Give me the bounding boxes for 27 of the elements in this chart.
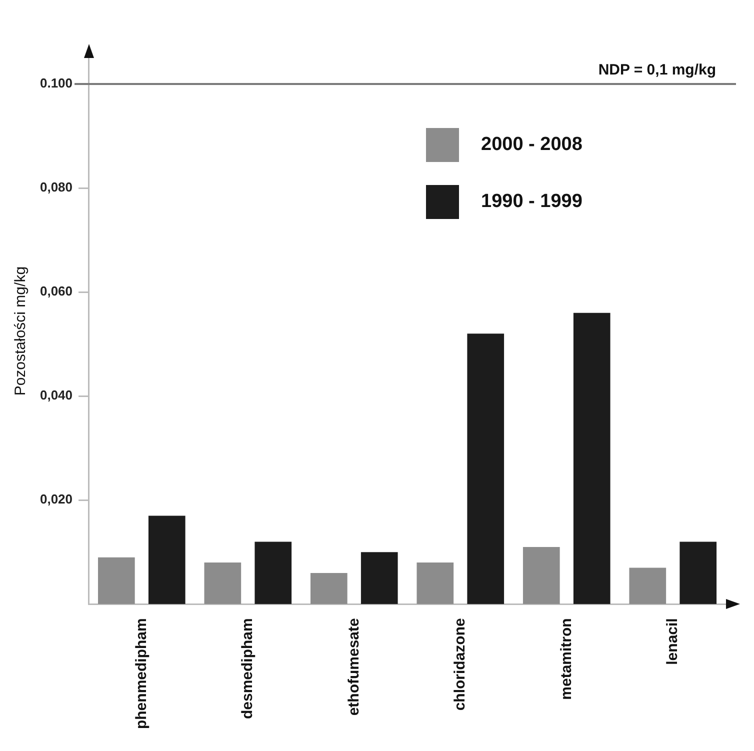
- bar: [467, 334, 504, 604]
- x-tick-label: chloridazone: [452, 618, 469, 711]
- bar: [416, 562, 454, 604]
- x-tick-label: ethofumesate: [345, 618, 362, 716]
- y-tick-label: 0,080: [40, 180, 73, 195]
- legend-label: 1990 - 1999: [481, 191, 582, 212]
- bar: [573, 312, 610, 604]
- y-tick-label: 0,040: [40, 388, 73, 403]
- legend-label: 2000 - 2008: [481, 134, 582, 156]
- bar: [680, 542, 717, 604]
- ref-line-label: NDP = 0,1 mg/kg: [598, 62, 716, 79]
- bar: [254, 542, 292, 604]
- x-tick-label: metamitron: [558, 618, 575, 700]
- bar: [522, 546, 560, 604]
- y-tick-label: 0.100: [40, 76, 73, 91]
- x-tick-label: phenmedipham: [132, 618, 150, 730]
- bar: [629, 568, 666, 604]
- bar: [360, 552, 398, 604]
- y-axis-title: Pozostałości mg/kg: [12, 266, 30, 396]
- y-tick-label: 0,060: [40, 284, 73, 299]
- x-tick-label: lenacil: [664, 618, 682, 665]
- bar: [310, 572, 348, 604]
- bar: [204, 562, 242, 604]
- bar: [98, 557, 135, 604]
- x-tick-label: desmedipham: [239, 618, 256, 720]
- y-tick-label: 0,020: [40, 492, 73, 507]
- bar: [148, 516, 186, 604]
